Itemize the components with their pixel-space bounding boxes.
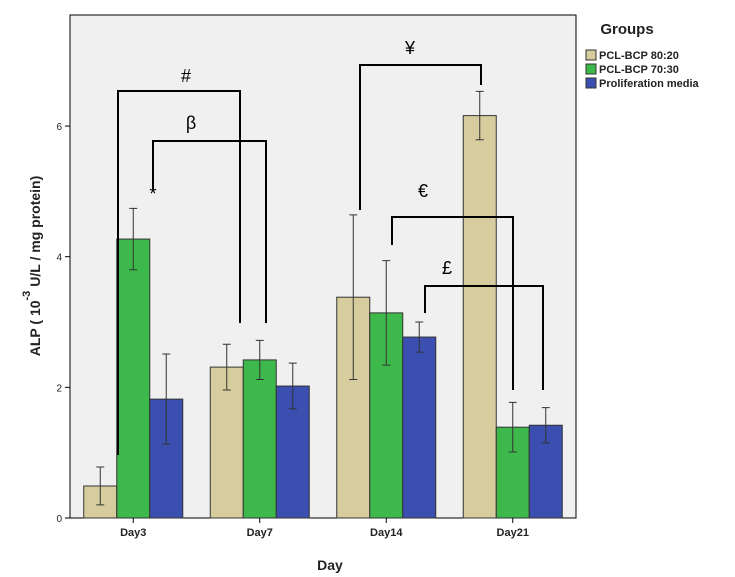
bracket (424, 285, 544, 390)
error-bar (255, 339, 264, 381)
error-bar (96, 466, 105, 506)
y-tick-label: 2 (56, 383, 62, 394)
legend-swatch (585, 49, 597, 61)
bar (402, 336, 437, 519)
y-tick-label: 0 (56, 514, 62, 525)
legend-swatch (585, 77, 597, 89)
error-bar (288, 362, 297, 410)
y-label-main: ALP ( 10 (27, 300, 43, 356)
y-axis-label: ALP ( 10-3 U/L / mg protein) (21, 176, 43, 357)
annotation: ¥ (404, 38, 416, 58)
annotation: β (186, 113, 196, 133)
bracket (391, 216, 514, 390)
marks (83, 90, 563, 519)
error-bar (162, 353, 171, 445)
annotation: * (149, 184, 156, 204)
error-bar (382, 260, 391, 366)
legend-title: Groups (600, 21, 653, 38)
annotation: # (181, 66, 191, 86)
x-tick-label: Day14 (370, 527, 403, 539)
bar (242, 359, 277, 519)
error-bar (508, 401, 517, 453)
legend-label: PCL-BCP 80:20 (599, 50, 679, 62)
x-tick-label: Day3 (120, 527, 146, 539)
x-axis-label: Day (317, 557, 343, 573)
annotation: £ (442, 258, 452, 278)
legend-swatch (585, 63, 597, 75)
error-bar (541, 407, 550, 444)
y-label-exponent: -3 (21, 291, 33, 301)
error-bar (222, 343, 231, 391)
bar (116, 238, 151, 519)
error-bar (129, 207, 138, 271)
error-bar (415, 321, 424, 353)
bracket (117, 90, 241, 455)
x-tick-label: Day21 (497, 527, 529, 539)
annotation: € (418, 181, 428, 201)
bracket (152, 140, 267, 323)
y-label-unit: U/L / mg protein) (27, 176, 43, 287)
error-bar (475, 90, 484, 141)
y-tick-label: 6 (56, 122, 62, 133)
x-tick-label: Day7 (247, 527, 273, 539)
legend-label: PCL-BCP 70:30 (599, 64, 679, 76)
y-tick-label: 4 (56, 253, 62, 264)
bar (462, 115, 497, 519)
bar (209, 366, 244, 519)
legend-label: Proliferation media (599, 78, 700, 90)
error-bar (349, 214, 358, 381)
bracket (359, 64, 482, 210)
